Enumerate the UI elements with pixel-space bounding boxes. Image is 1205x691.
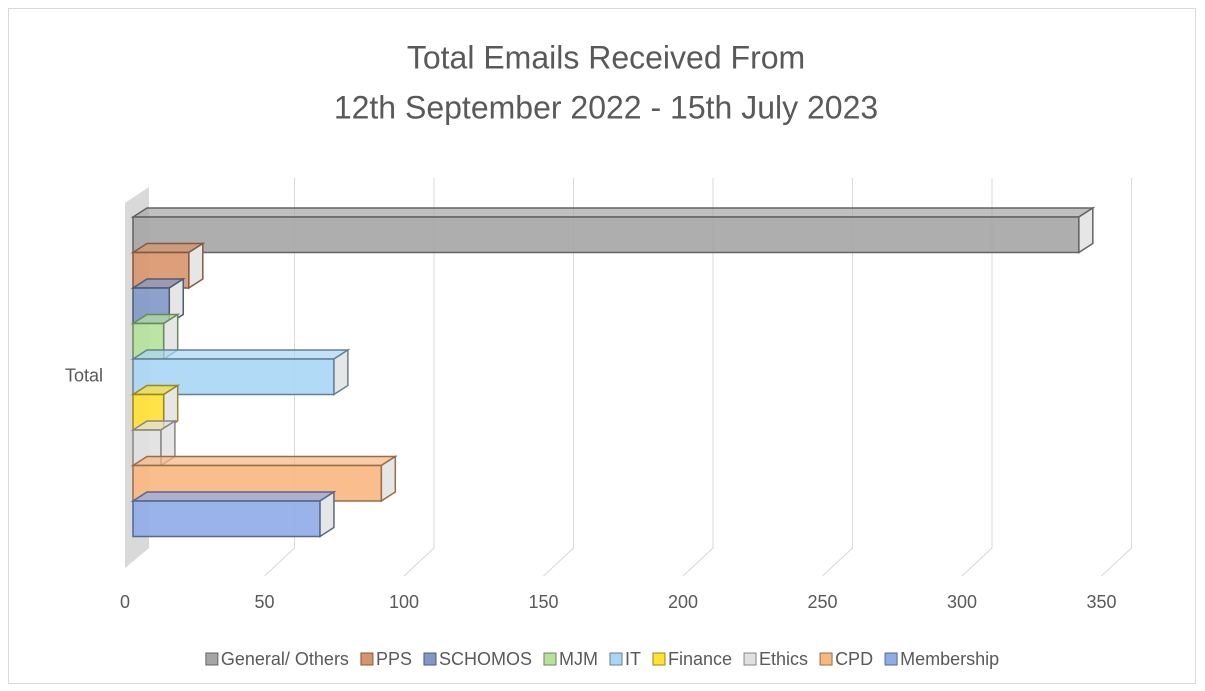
bar-front xyxy=(132,216,1080,254)
legend-swatch xyxy=(884,652,898,666)
grid-line xyxy=(264,178,295,577)
chart-subtitle: 12th September 2022 - 15th July 2023 xyxy=(334,89,878,125)
legend-swatch xyxy=(423,652,437,666)
legend: General/ Others PPS SCHOMOS MJM IT Finance Eth… xyxy=(205,649,999,669)
x-tick-label: 50 xyxy=(254,592,274,612)
legend-label: MJM xyxy=(559,649,598,669)
legend-swatch xyxy=(652,652,666,666)
legend-label: PPS xyxy=(376,649,412,669)
legend-label: CPD xyxy=(835,649,873,669)
grid-line xyxy=(403,178,435,577)
legend-label: Finance xyxy=(668,649,732,669)
grid-line xyxy=(822,178,853,577)
legend-swatch xyxy=(543,652,557,666)
grid-line xyxy=(961,178,993,577)
bar-top xyxy=(130,491,337,502)
legend-swatch xyxy=(609,652,623,666)
bar-top xyxy=(130,207,1096,218)
bar-top xyxy=(130,455,398,467)
x-tick-label: 200 xyxy=(668,592,698,612)
legend-item: Finance xyxy=(652,649,732,669)
grid-line xyxy=(1101,178,1132,577)
x-tick-label: 250 xyxy=(807,592,837,612)
legend-label: SCHOMOS xyxy=(439,649,532,669)
x-tick-label: 0 xyxy=(120,592,130,612)
legend-swatch xyxy=(743,652,757,666)
legend-item: General/ Others xyxy=(205,649,349,669)
bar xyxy=(130,490,337,538)
chart-title: Total Emails Received From xyxy=(407,39,805,75)
x-tick-label: 150 xyxy=(528,592,558,612)
bar-top xyxy=(130,349,351,360)
x-tick-label: 100 xyxy=(389,592,419,612)
x-tick-label: 350 xyxy=(1086,592,1116,612)
legend-item: PPS xyxy=(360,649,412,669)
grid-line xyxy=(682,178,714,577)
legend-swatch xyxy=(360,652,374,666)
legend-item: Ethics xyxy=(743,649,808,669)
legend-item: MJM xyxy=(543,649,598,669)
bar xyxy=(130,384,181,432)
x-tick-label: 300 xyxy=(947,592,977,612)
chart-border xyxy=(8,8,1196,684)
legend-label: Membership xyxy=(900,649,999,669)
y-tick-label: Total xyxy=(65,366,103,386)
grid-line xyxy=(543,178,574,577)
legend-swatch xyxy=(205,652,219,666)
bar-front xyxy=(132,500,321,538)
bar xyxy=(130,206,1096,254)
legend-item: IT xyxy=(609,649,641,669)
bar xyxy=(130,348,351,396)
legend-label: General/ Others xyxy=(221,649,349,669)
legend-swatch xyxy=(819,652,833,666)
legend-label: Ethics xyxy=(759,649,808,669)
legend-item: SCHOMOS xyxy=(423,649,532,669)
legend-label: IT xyxy=(625,649,641,669)
legend-item: Membership xyxy=(884,649,999,669)
legend-item: CPD xyxy=(819,649,873,669)
